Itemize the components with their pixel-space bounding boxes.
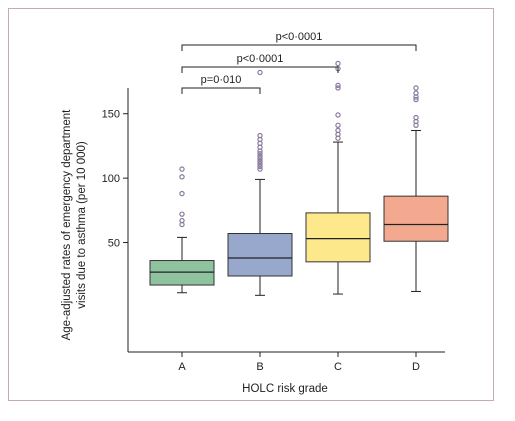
bracket-label: p=0·010 <box>201 74 242 86</box>
box-d <box>383 85 449 292</box>
box-c <box>305 60 371 295</box>
outlier-point <box>413 114 419 121</box>
outlier-point <box>257 161 263 167</box>
box-body <box>149 260 215 286</box>
outlier-point <box>257 153 263 159</box>
y-axis: 50 100 150 <box>102 88 129 352</box>
outlier-point <box>335 60 341 67</box>
bracket-a-b: p=0·010 <box>181 74 261 94</box>
y-tick-label: 50 <box>108 238 120 250</box>
y-axis-label-line-2: visits due to asthma (per 10 000) <box>76 141 88 309</box>
outlier-point <box>413 90 419 96</box>
outlier-point <box>335 82 341 89</box>
outlier-point <box>413 85 419 91</box>
x-tick-label: B <box>256 361 263 373</box>
x-tick-label: A <box>178 361 186 373</box>
box-a <box>149 166 215 294</box>
bracket-label: p<0·0001 <box>237 53 284 65</box>
outlier-point <box>335 127 341 134</box>
outlier-point <box>413 96 419 103</box>
bracket-a-d: p<0·0001 <box>181 31 417 51</box>
x-axis: A B C D <box>128 351 445 373</box>
bracket-label: p<0·0001 <box>276 31 323 43</box>
outlier-point <box>335 112 341 118</box>
box-body <box>383 195 449 242</box>
outlier-point <box>179 174 185 180</box>
x-axis-label: HOLC risk grade <box>242 383 328 395</box>
bracket-line <box>181 44 417 51</box>
outlier-point <box>257 158 263 165</box>
outlier-point <box>257 150 263 157</box>
outlier-point <box>179 190 185 197</box>
bracket-a-c: p<0·0001 <box>181 53 339 73</box>
bracket-line <box>181 87 261 94</box>
outlier-point <box>257 132 263 139</box>
y-tick-label: 100 <box>102 173 120 185</box>
x-tick-label: D <box>412 361 420 373</box>
outlier-point <box>335 122 341 129</box>
y-tick-label: 150 <box>102 109 120 121</box>
box-body <box>227 233 293 277</box>
outlier-point <box>179 211 185 217</box>
y-axis-label-line-1: Age-adjusted rates of emergency departme… <box>61 109 73 341</box>
boxes-group <box>149 60 449 296</box>
outlier-point <box>179 217 185 224</box>
outlier-point <box>257 156 263 162</box>
outlier-point <box>257 69 263 76</box>
x-tick-label: C <box>334 361 342 373</box>
box-body <box>305 212 371 263</box>
outlier-point <box>257 163 263 170</box>
outlier-point <box>335 85 341 91</box>
outlier-point <box>257 166 263 172</box>
box-b <box>227 69 293 296</box>
bracket-line <box>181 66 339 73</box>
significance-brackets: p=0·010 p<0·0001 p<0·0001 <box>181 31 417 94</box>
outlier-point <box>179 166 185 172</box>
